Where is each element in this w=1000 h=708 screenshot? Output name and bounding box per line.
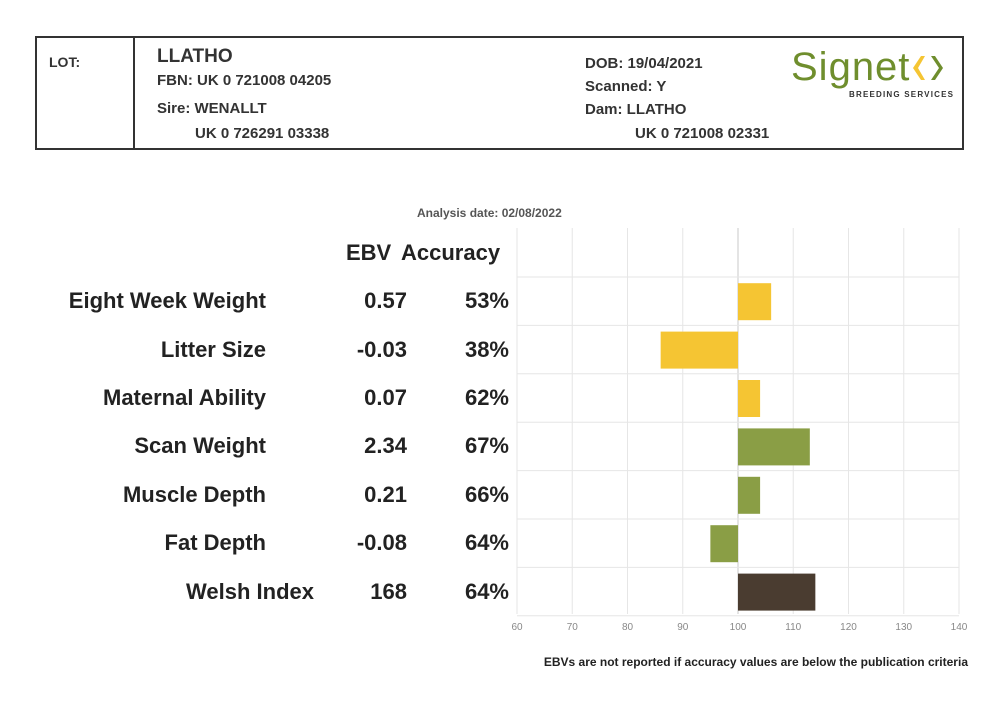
trait-label: Fat Depth xyxy=(164,530,266,556)
lot-label: LOT: xyxy=(49,54,81,70)
analysis-date: Analysis date: 02/08/2022 xyxy=(417,206,562,220)
trait-ebv-value: 2.34 xyxy=(364,433,407,459)
bar-maternal-ability xyxy=(738,380,761,417)
trait-label: Litter Size xyxy=(160,336,266,362)
trait-accuracy-value: 67% xyxy=(464,433,509,459)
sire-id: UK 0 726291 03338 xyxy=(195,125,330,142)
trait-ebv-value: -0.03 xyxy=(356,336,407,362)
trait-ebv-value: 168 xyxy=(370,578,407,604)
trait-ebv-value: 0.21 xyxy=(364,481,407,507)
trait-accuracy-value: 38% xyxy=(464,336,509,362)
x-tick-label: 110 xyxy=(785,622,801,633)
trait-accuracy-value: 53% xyxy=(464,288,509,314)
trait-label: Muscle Depth xyxy=(122,481,266,507)
x-tick-label: 120 xyxy=(840,622,857,633)
trait-ebv-value: 0.57 xyxy=(364,288,407,314)
trait-accuracy-value: 64% xyxy=(464,530,509,556)
signet-logo: Signet BREEDING SERVICES xyxy=(791,44,955,104)
trait-label: Scan Weight xyxy=(134,433,266,459)
dam-id: UK 0 721008 02331 xyxy=(635,125,770,142)
logo-tagline: BREEDING SERVICES xyxy=(849,90,955,99)
animal-info-card: LOT: LLATHO FBN: UK 0 721008 04205 Sire:… xyxy=(35,36,964,150)
logo-wordmark: Signet xyxy=(791,45,911,89)
x-tick-label: 140 xyxy=(951,622,968,633)
trait-accuracy-value: 64% xyxy=(464,578,509,604)
x-tick-label: 90 xyxy=(677,622,689,633)
x-tick-label: 60 xyxy=(511,622,523,633)
x-tick-label: 100 xyxy=(730,622,747,633)
bar-scan-weight xyxy=(738,428,810,466)
trait-label: Maternal Ability xyxy=(103,385,266,410)
bar-litter-size xyxy=(660,331,738,369)
sire-name: Sire: WENALLT xyxy=(157,100,267,117)
accuracy-column-header: Accuracy xyxy=(401,240,500,266)
trait-ebv-value: -0.08 xyxy=(356,530,407,556)
bar-muscle-depth xyxy=(738,476,761,514)
trait-label: Eight Week Weight xyxy=(68,288,266,314)
bar-eight-week-weight xyxy=(738,283,772,321)
dam-name: Dam: LLATHO xyxy=(585,101,687,118)
trait-label: Welsh Index xyxy=(186,578,314,604)
logo-chevrons-icon xyxy=(913,56,943,80)
x-tick-label: 130 xyxy=(895,622,912,633)
card-divider xyxy=(133,38,135,148)
footnote: EBVs are not reported if accuracy values… xyxy=(543,655,968,669)
trait-accuracy-value: 66% xyxy=(464,481,509,507)
accuracy-header-text: Accuracy xyxy=(401,240,501,265)
bar-welsh-index xyxy=(738,573,816,611)
trait-ebv-value: 0.07 xyxy=(364,385,407,410)
x-tick-label: 70 xyxy=(567,622,579,633)
date-of-birth: DOB: 19/04/2021 xyxy=(585,55,703,72)
ebv-column-header: EBV xyxy=(346,240,392,265)
fbn-number: FBN: UK 0 721008 04205 xyxy=(157,72,332,89)
animal-name: LLATHO xyxy=(157,46,233,67)
bar-fat-depth xyxy=(710,525,738,563)
trait-accuracy-value: 62% xyxy=(464,385,509,410)
x-tick-label: 80 xyxy=(622,622,634,633)
scanned-status: Scanned: Y xyxy=(585,78,667,95)
